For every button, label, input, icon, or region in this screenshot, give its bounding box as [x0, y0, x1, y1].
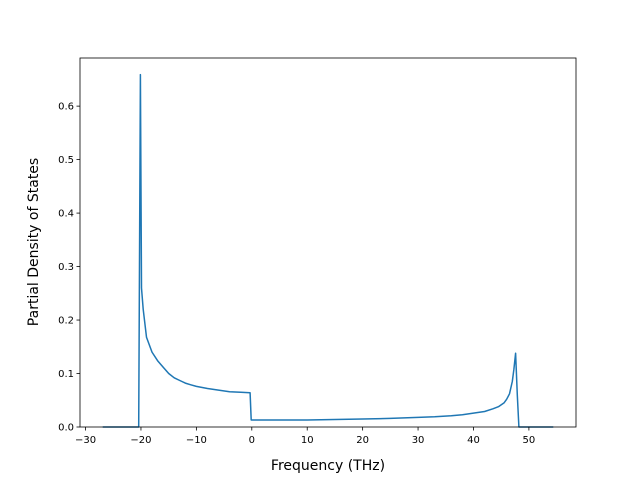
y-tick-label: 0.5	[58, 155, 74, 166]
y-axis-ticks: 0.0 0.1 0.2 0.3 0.4 0.5 0.6	[58, 102, 80, 434]
x-axis-ticks: −30 −20 −10 0 10 20 30 40 50	[75, 427, 535, 446]
y-tick-label: 0.2	[58, 316, 74, 327]
y-tick-label: 0.4	[58, 209, 74, 220]
x-tick-label: −20	[130, 435, 151, 446]
x-tick-label: −10	[186, 435, 207, 446]
x-tick-label: 10	[301, 435, 314, 446]
x-axis-label: Frequency (THz)	[271, 458, 385, 474]
y-tick-label: 0.1	[58, 369, 74, 380]
x-tick-label: −30	[75, 435, 96, 446]
y-tick-label: 0.0	[58, 423, 74, 434]
y-tick-label: 0.6	[58, 102, 74, 113]
axes-frame	[79, 57, 577, 428]
series-line-0	[102, 73, 554, 428]
y-tick-label: 0.3	[58, 262, 74, 273]
y-axis-label: Partial Density of States	[26, 158, 42, 326]
x-tick-label: 0	[249, 435, 255, 446]
x-tick-label: 50	[523, 435, 536, 446]
x-tick-label: 40	[467, 435, 480, 446]
x-tick-label: 20	[356, 435, 369, 446]
plot-area	[79, 57, 577, 428]
x-tick-label: 30	[412, 435, 425, 446]
